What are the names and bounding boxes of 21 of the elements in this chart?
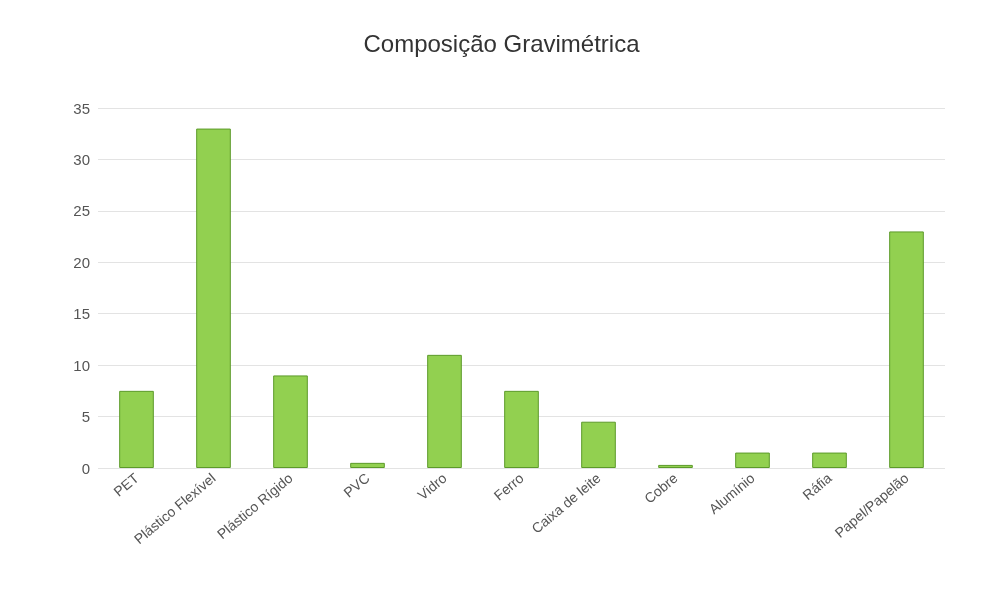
bar	[889, 231, 924, 468]
y-tick-label: 10	[73, 356, 90, 374]
bar	[581, 421, 616, 468]
bar	[735, 452, 770, 468]
y-tick-label: 25	[73, 202, 90, 220]
y-tick-label: 20	[73, 253, 90, 271]
bar	[273, 375, 308, 468]
y-tick-label: 30	[73, 150, 90, 168]
chart-title: Composição Gravimétrica	[363, 29, 641, 57]
bar	[427, 354, 462, 468]
y-tick-label: 0	[81, 459, 90, 477]
y-tick-label: 5	[81, 408, 90, 426]
x-tick-label: Vidro	[414, 469, 450, 503]
bar	[119, 390, 154, 468]
bar	[658, 464, 693, 468]
bar	[196, 128, 231, 468]
y-tick-label: 35	[73, 99, 90, 117]
bar	[350, 462, 385, 468]
bar	[504, 390, 539, 468]
y-tick-label: 15	[73, 305, 90, 323]
bar	[812, 452, 847, 468]
